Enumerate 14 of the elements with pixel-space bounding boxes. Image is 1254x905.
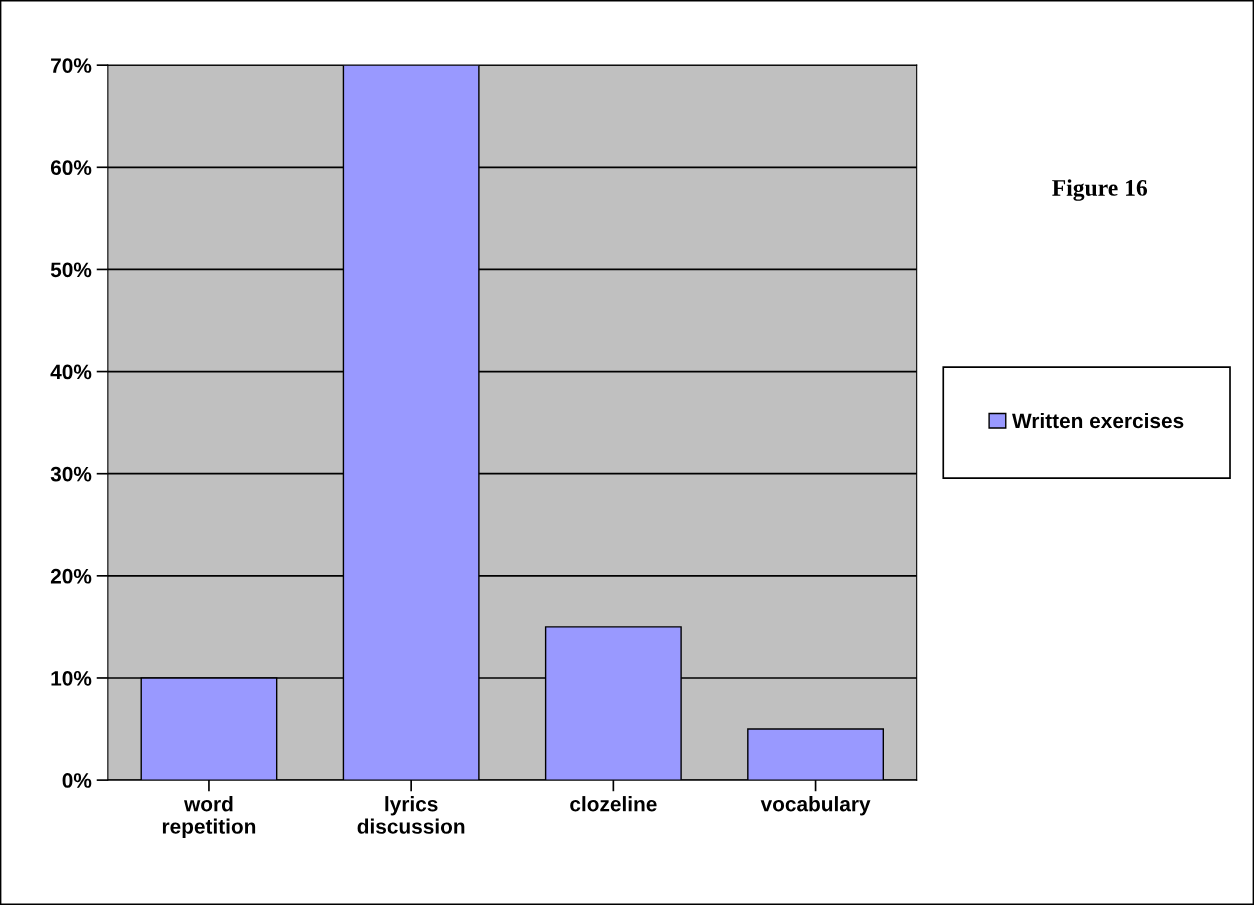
y-tick-label: 20% [50,568,92,584]
legend-label: Written exercises [1012,412,1184,429]
y-tick-label: 60% [50,160,92,176]
x-tick-label: clozeline [570,796,657,812]
caption: Figure 16 [1052,179,1148,201]
y-tick-label: 40% [50,364,92,380]
x-tick-label: lyrics discussion [357,796,465,834]
y-tick-label: 0% [62,773,92,788]
y-tick-label: 10% [51,670,92,686]
y-tick-label: 70% [51,58,92,73]
x-tick-label: vocabulary [760,796,871,816]
x-tick-label: word repetition [162,796,256,838]
y-tick-label: 30% [50,466,92,482]
y-tick-label: 50% [50,262,92,278]
